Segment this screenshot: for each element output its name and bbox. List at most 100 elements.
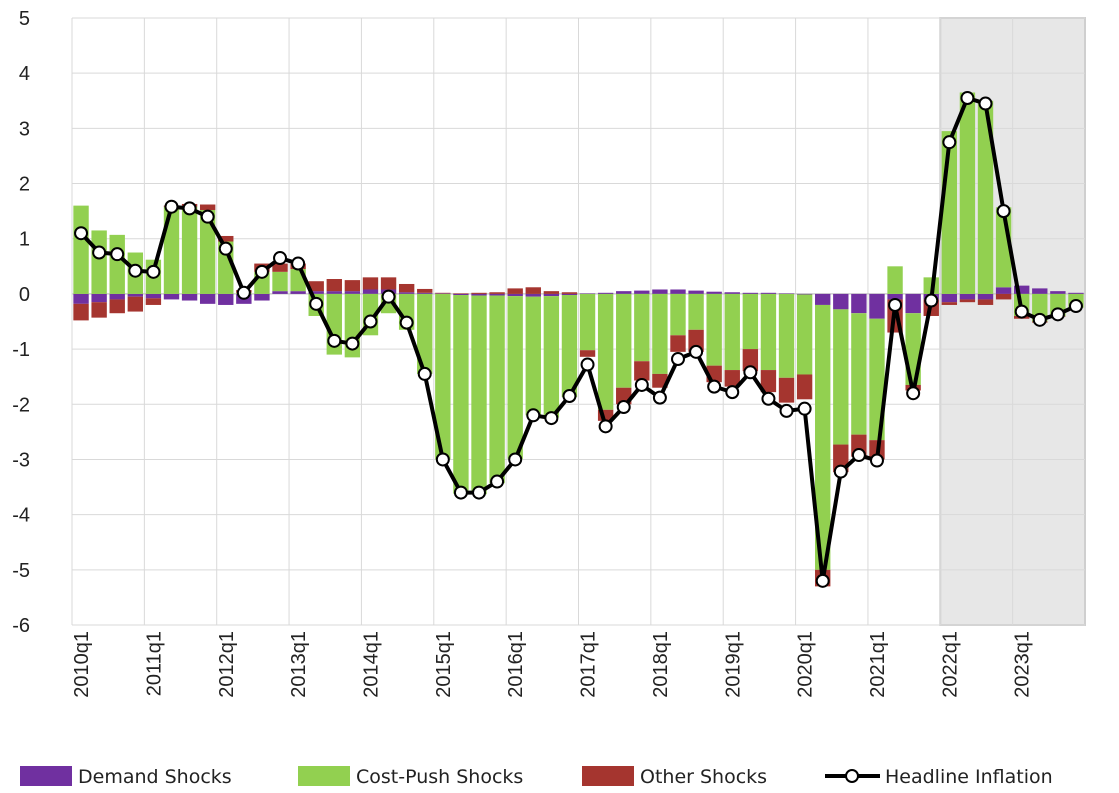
bar: [887, 266, 903, 294]
bar: [145, 293, 162, 299]
legend-label: Cost-Push Shocks: [356, 766, 523, 788]
bar: [688, 290, 704, 294]
bar: [453, 295, 469, 494]
line-marker: [526, 408, 541, 423]
y-tick-label: 3: [19, 118, 30, 140]
bar: [489, 292, 505, 294]
bar: [778, 293, 795, 378]
bar: [73, 205, 89, 294]
bar: [344, 291, 361, 294]
bar: [905, 293, 921, 314]
bar: [507, 288, 523, 294]
x-tick-label: 2013q1: [288, 631, 310, 698]
bar: [127, 293, 144, 297]
line-marker: [707, 379, 722, 394]
legend-label: Other Shocks: [640, 766, 767, 788]
bar: [833, 444, 849, 473]
bar: [344, 280, 361, 292]
bar: [471, 295, 487, 495]
bar: [272, 291, 288, 294]
legend-marker: [845, 769, 859, 783]
bar: [435, 293, 451, 294]
bar: [742, 349, 759, 372]
bar: [91, 302, 107, 318]
line-marker: [1032, 312, 1047, 327]
y-tick-label: -6: [12, 615, 30, 637]
line-marker: [689, 344, 704, 359]
bar: [525, 293, 541, 297]
bar: [199, 293, 216, 304]
y-tick-label: -4: [12, 505, 30, 527]
bar: [742, 292, 759, 294]
bar: [417, 288, 433, 293]
bar: [977, 100, 994, 294]
y-tick-label: 1: [19, 229, 30, 251]
line-marker: [996, 204, 1011, 219]
line-marker: [888, 297, 903, 312]
bar: [995, 287, 1012, 294]
bar: [652, 293, 668, 374]
line-marker: [869, 453, 884, 468]
bar: [815, 304, 831, 570]
line-marker: [1068, 299, 1083, 314]
bar: [597, 293, 614, 410]
bar: [652, 373, 668, 388]
bar: [634, 293, 650, 362]
bar: [652, 289, 668, 294]
line-marker: [74, 226, 89, 241]
line-marker: [254, 264, 269, 279]
x-tick-label: 2017q1: [578, 631, 600, 698]
y-tick-label: 2: [19, 174, 30, 196]
line-marker: [453, 485, 468, 500]
y-tick-label: 5: [19, 8, 30, 30]
bar: [163, 293, 180, 300]
bar: [670, 289, 686, 294]
line-marker: [544, 411, 559, 426]
x-tick-label: 2015q1: [433, 631, 455, 698]
bar: [272, 263, 288, 272]
line-marker: [833, 464, 848, 479]
bar: [561, 293, 578, 296]
bar: [199, 204, 216, 211]
bar: [724, 370, 740, 387]
bar: [833, 309, 849, 445]
bar: [1068, 292, 1084, 294]
bar: [561, 292, 578, 294]
line-marker: [1050, 307, 1065, 322]
bar: [525, 287, 541, 294]
line-marker: [743, 365, 758, 380]
bar: [218, 235, 234, 242]
bar: [561, 295, 578, 398]
line-marker: [490, 474, 505, 489]
bar: [851, 293, 867, 314]
bar: [73, 293, 89, 304]
bar: [471, 293, 487, 296]
bar: [869, 318, 885, 441]
line-marker: [363, 314, 378, 329]
line-marker: [472, 485, 487, 500]
bar: [507, 293, 523, 297]
bar: [417, 292, 433, 294]
bar: [634, 290, 650, 294]
line-marker: [906, 386, 921, 401]
x-tick-label: 2019q1: [722, 631, 744, 698]
bar: [109, 299, 125, 314]
bar: [941, 302, 958, 305]
bar: [796, 374, 813, 400]
line-marker: [779, 403, 794, 418]
x-tick-label: 2014q1: [360, 631, 382, 698]
legend-swatch: [20, 766, 72, 786]
y-tick-label: -2: [12, 394, 30, 416]
bar: [308, 291, 324, 294]
x-tick-label: 2010q1: [71, 631, 93, 698]
line-marker: [508, 452, 523, 467]
bar: [579, 350, 596, 357]
bar: [543, 291, 560, 294]
bar: [833, 293, 849, 310]
legend-swatch: [582, 766, 634, 786]
x-tick-label: 2023q1: [1012, 631, 1034, 698]
x-tick-label: 2018q1: [650, 631, 672, 698]
bar: [127, 296, 144, 312]
legend-label: Demand Shocks: [78, 766, 232, 788]
